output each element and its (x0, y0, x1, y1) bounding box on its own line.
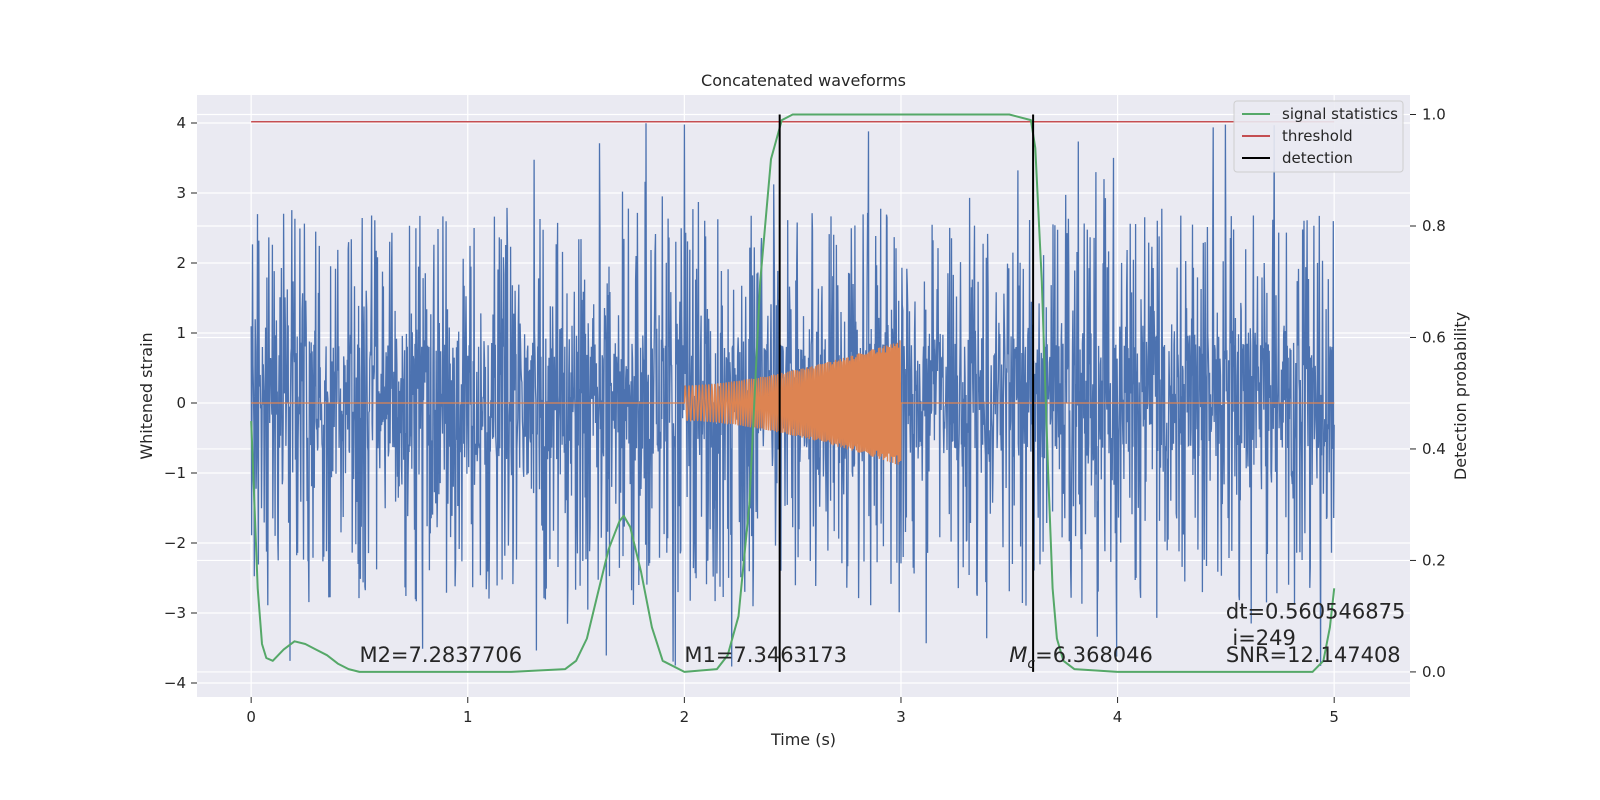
legend-label: threshold (1282, 127, 1353, 145)
x-tick-label: 4 (1113, 708, 1123, 726)
annotation-text: i=249 (1232, 626, 1296, 650)
y-left-tick-label: −1 (164, 464, 186, 482)
x-tick-label: 1 (463, 708, 473, 726)
x-tick-label: 5 (1329, 708, 1339, 726)
y-left-tick-label: 4 (176, 114, 186, 132)
y-right-tick-label: 0.2 (1422, 551, 1446, 569)
y-left-tick-label: 2 (176, 254, 186, 272)
y-right-tick-label: 0.8 (1422, 217, 1446, 235)
y-right-tick-label: 0.4 (1422, 440, 1446, 458)
y-left-tick-label: −2 (164, 534, 186, 552)
annotation-text: M2=7.2837706 (359, 643, 522, 667)
template-series-line (251, 340, 1335, 465)
x-tick-label: 2 (680, 708, 690, 726)
x-tick-label: 0 (246, 708, 256, 726)
plot-layer (250, 113, 1336, 673)
y-right-tick-label: 0.6 (1422, 328, 1446, 346)
y-axis-left-label: Whitened strain (137, 332, 156, 459)
y-left-tick-label: 3 (176, 184, 186, 202)
y-left-tick-label: −4 (164, 674, 186, 692)
y-left-tick-label: 0 (176, 394, 186, 412)
y-left-tick-label: 1 (176, 324, 186, 342)
annotation-text: M1=7.3463173 (684, 643, 847, 667)
annotation-text: dt=0.560546875 (1226, 600, 1405, 624)
y-right-tick-label: 1.0 (1422, 106, 1446, 124)
legend: signal statistics threshold detection (1233, 100, 1404, 173)
annotation-text: SNR=12.147408 (1226, 643, 1401, 667)
x-axis-label: Time (s) (770, 730, 836, 749)
noise-series-line (250, 123, 1335, 667)
axis-ticks: 0 1 2 3 4 5 −4 −3 −2 −1 0 1 2 3 4 0.0 0.2 0.4 0.6 0.8 1.0 (164, 106, 1446, 726)
y-left-tick-label: −3 (164, 604, 186, 622)
y-right-tick-label: 0.0 (1422, 663, 1446, 681)
signal-statistics-line (250, 113, 1336, 673)
y-axis-right-label: Detection probability (1451, 312, 1470, 480)
annotation-text: Mc=6.368046 (1009, 643, 1153, 672)
x-tick-label: 3 (896, 708, 906, 726)
legend-label: signal statistics (1282, 105, 1398, 123)
legend-label: detection (1282, 149, 1353, 167)
chart-title: Concatenated waveforms (701, 71, 906, 90)
legend-box (1233, 100, 1404, 173)
annotations: M2=7.2837706 M1=7.3463173 Mc=6.368046 dt=0.… (359, 600, 1405, 672)
